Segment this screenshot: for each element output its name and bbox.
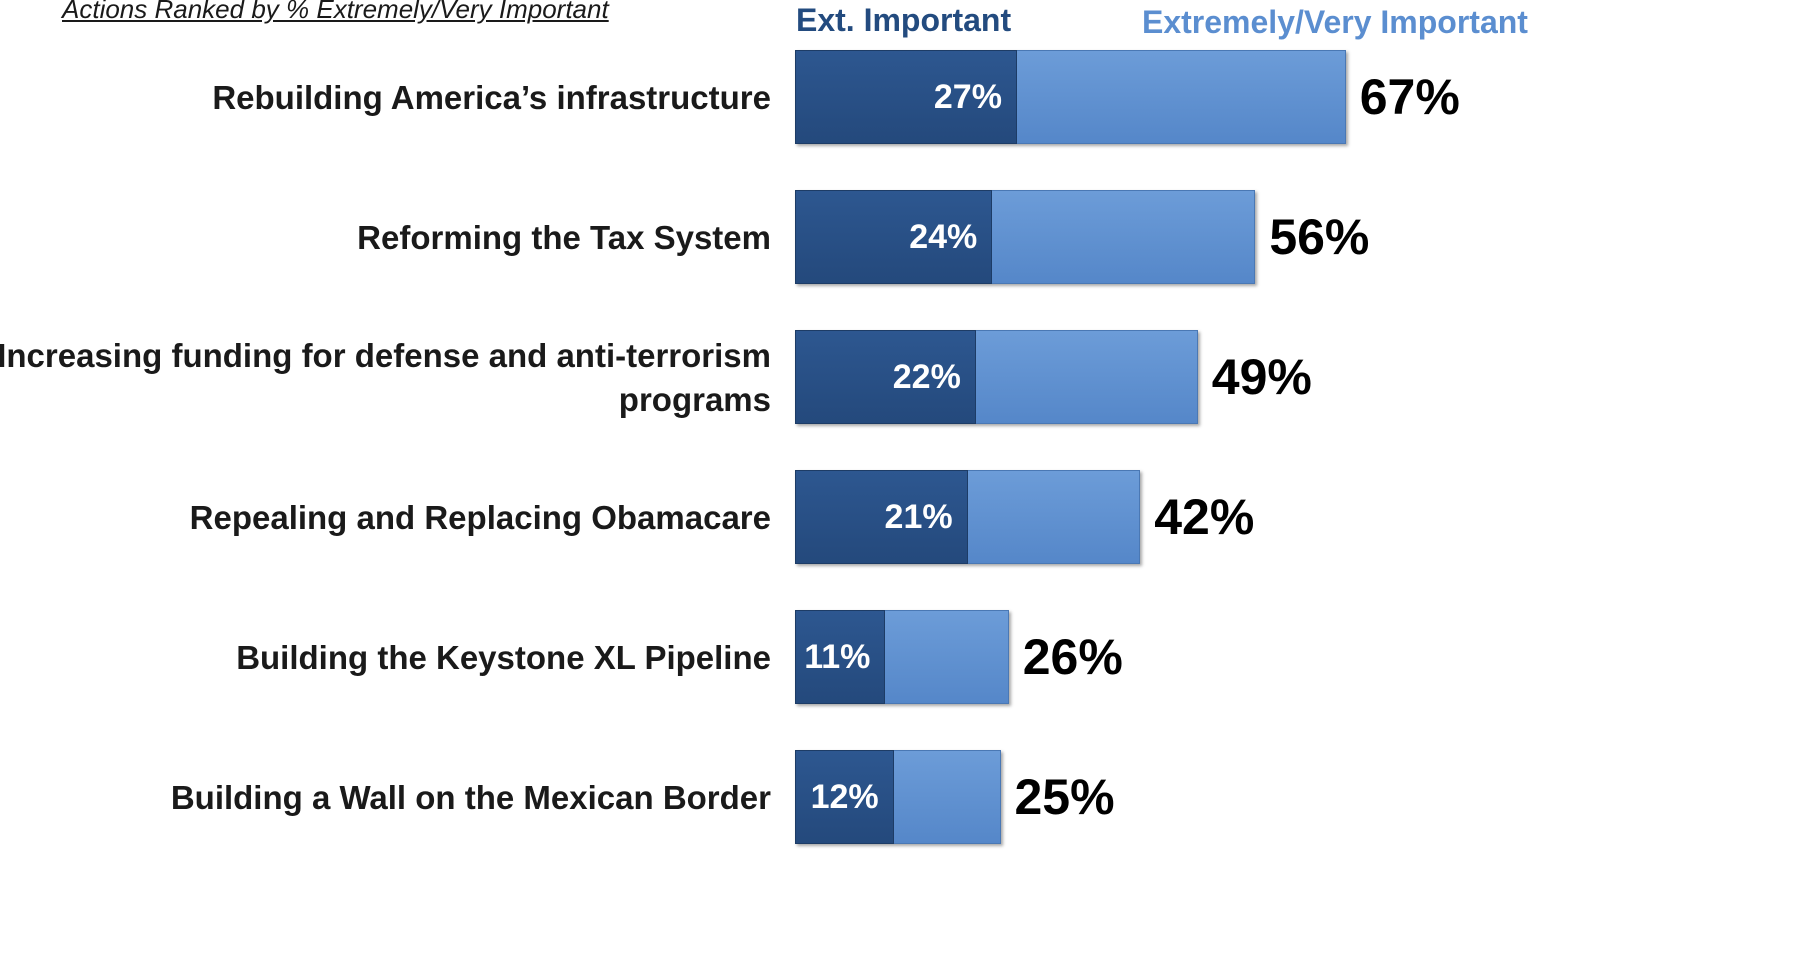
ext-important-data-label: 12%: [810, 777, 879, 816]
ext-important-data-label: 21%: [884, 497, 953, 536]
bar-row: Building a Wall on the Mexican Border 12%…: [0, 750, 1794, 846]
bar-row: Increasing funding for defense and anti-…: [0, 330, 1794, 426]
legend-extremely-very-important: Extremely/Very Important: [1142, 4, 1528, 40]
bar-ext-important: 24%: [795, 190, 993, 284]
total-data-label: 67%: [1359, 69, 1460, 125]
category-label: Building a Wall on the Mexican Border: [170, 779, 771, 816]
category-label: Building the Keystone XL Pipeline: [236, 639, 771, 676]
ext-important-data-label: 27%: [933, 77, 1002, 116]
category-label: Reforming the Tax System: [357, 219, 771, 256]
bar-ext-important: 22%: [795, 330, 976, 424]
ext-important-data-label: 22%: [892, 357, 961, 396]
bar-ext-important: 12%: [795, 750, 894, 844]
total-data-label: 42%: [1154, 489, 1255, 545]
legend-ext-important: Ext. Important: [796, 2, 1012, 38]
category-label: Increasing funding for defense and anti-…: [0, 337, 771, 418]
total-data-label: 25%: [1014, 769, 1115, 825]
bar-ext-important: 27%: [795, 50, 1017, 144]
category-label: Rebuilding America’s infrastructure: [212, 79, 771, 116]
total-data-label: 26%: [1022, 629, 1123, 685]
chart-subtitle: Actions Ranked by % Extremely/Very Impor…: [62, 0, 609, 24]
bar-row: Repealing and Replacing Obamacare 21% 42%: [0, 470, 1794, 566]
bar-row: Rebuilding America’s infrastructure 27% 67…: [0, 50, 1794, 146]
ext-important-data-label: 24%: [909, 217, 978, 256]
bar-ext-important: 21%: [795, 470, 968, 564]
total-data-label: 49%: [1211, 349, 1312, 405]
bar-row: Reforming the Tax System 24% 56%: [0, 190, 1794, 286]
category-label: Repealing and Replacing Obamacare: [189, 499, 771, 536]
bar-ext-important: 11%: [795, 610, 886, 704]
ext-important-data-label: 11%: [804, 637, 871, 676]
bar-row: Building the Keystone XL Pipeline 11% 26%: [0, 610, 1794, 706]
total-data-label: 56%: [1269, 209, 1370, 265]
